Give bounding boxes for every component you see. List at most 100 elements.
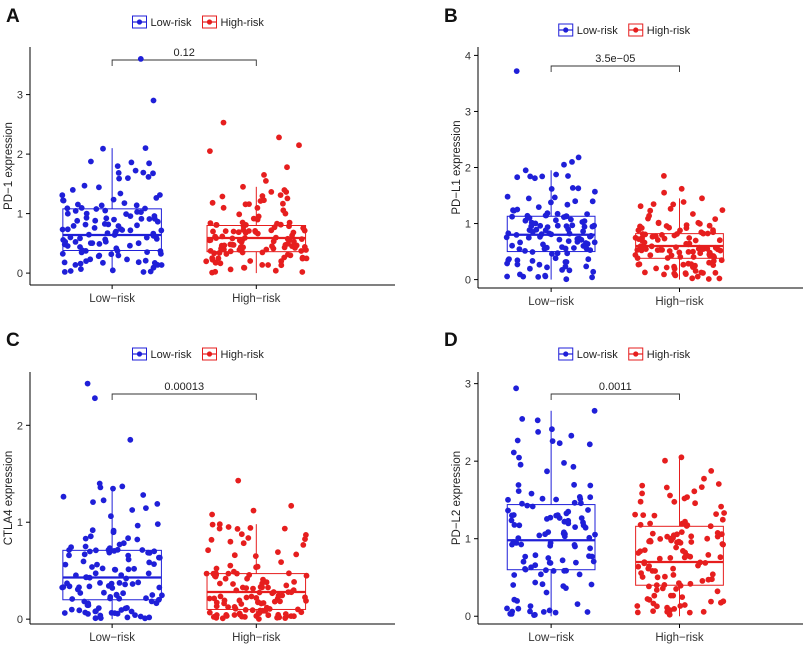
data-point [576,571,583,578]
data-point [94,561,100,568]
data-point [680,548,686,554]
data-point [291,579,297,585]
data-point [543,589,550,596]
data-point [99,565,106,572]
data-point [578,236,585,243]
data-point [634,609,641,616]
data-point [303,572,310,579]
data-point [254,230,261,237]
data-point [111,216,117,223]
data-point [235,229,242,236]
data-point [206,595,213,602]
data-point [227,538,234,545]
data-point [83,258,89,264]
data-point [236,211,243,218]
data-point [688,539,695,545]
data-point [230,581,236,587]
data-point [584,211,590,218]
data-point [154,501,161,507]
data-point [590,558,597,565]
data-point [589,198,596,205]
data-point [561,460,567,466]
legend-label-high: High-risk [221,349,265,361]
data-point [295,606,301,613]
data-point [510,582,517,588]
data-point [239,219,246,226]
data-point [668,592,674,599]
data-point [225,570,232,577]
data-point [145,174,152,180]
low-risk-series [503,68,598,283]
data-point [83,214,90,221]
data-point [714,588,721,595]
data-point [710,262,717,268]
y-axis-label: PD−1 expression [3,122,15,210]
data-point [562,245,569,252]
data-point [556,236,563,243]
data-point [286,570,292,577]
pvalue-label: 3.5e−05 [595,53,635,65]
data-point [535,204,542,211]
data-point [682,270,689,277]
data-point [207,248,214,254]
panel-letter: B [444,6,458,27]
data-point [570,463,577,470]
data-point [535,429,541,435]
data-point [117,190,124,197]
data-point [563,276,570,283]
legend-key-dot [206,351,213,357]
data-point [89,527,96,534]
y-tick-label: 0 [465,611,471,623]
data-point [145,570,152,577]
data-point [148,598,155,605]
data-point [646,538,652,545]
data-point [61,259,68,266]
data-point [72,262,79,268]
data-point [142,145,149,152]
data-point [76,584,82,591]
data-point [263,246,270,253]
data-point [672,272,678,278]
data-point [250,507,257,514]
data-point [563,213,570,220]
data-point [546,607,553,614]
data-point [125,535,131,542]
data-point [525,234,532,241]
data-point [647,252,654,259]
data-point [670,572,677,578]
data-point [515,488,522,494]
data-point [153,236,160,242]
data-point [274,614,280,621]
data-point [517,271,523,278]
data-point [710,253,717,259]
data-point [116,580,123,586]
legend: Low-risk High-risk [132,347,265,361]
data-point [247,258,254,264]
data-point [138,209,144,216]
data-point [60,493,67,500]
data-point [80,558,87,565]
data-point [716,275,723,282]
data-point [286,219,293,226]
data-point [571,542,578,548]
data-point [240,227,247,233]
data-point [146,550,153,556]
data-point [662,457,668,464]
data-point [504,193,511,200]
data-point [544,516,550,522]
data-point [517,461,524,468]
data-point [650,600,657,607]
data-point [281,525,288,532]
data-point [720,541,726,548]
data-point [653,587,660,593]
data-point [642,269,648,276]
data-point [661,173,667,179]
data-point [236,597,243,604]
data-point [118,607,125,613]
data-point [583,263,590,270]
y-tick-label: 2 [17,420,23,432]
low-risk-series [59,56,165,275]
data-point [664,608,671,615]
data-point [511,522,518,528]
data-point [637,498,644,505]
